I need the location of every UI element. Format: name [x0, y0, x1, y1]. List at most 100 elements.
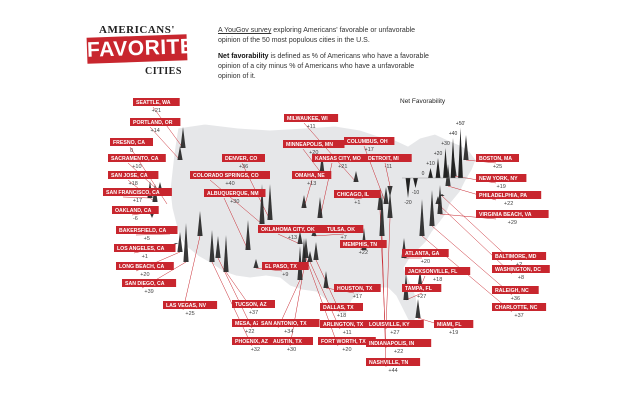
city-name-fort-worth-tx: FORT WORTH, TX — [321, 339, 366, 345]
leader-arlington-tx — [309, 261, 341, 330]
city-name-seattle-wa: SEATTLE, WA — [136, 100, 171, 106]
city-name-las-vegas-nv: LAS VEGAS, NV — [166, 303, 207, 309]
legend-label-4: +20 — [434, 151, 443, 157]
label-box-los-angeles-ca — [114, 244, 176, 252]
label-box-minneapolis-mn — [283, 140, 345, 148]
label-box-oakland-ca — [112, 206, 159, 214]
legend-label-6: +40 — [449, 131, 458, 137]
city-value-nashville-tn: +44 — [388, 368, 397, 374]
label-box-miami-fl — [434, 320, 474, 328]
city-name-colorado-springs-co: COLORADO SPRINGS, CO — [193, 173, 259, 179]
leader-portland-or — [149, 126, 181, 161]
spike-dallas-tx — [313, 242, 319, 260]
city-name-minneapolis-mn: MINNEAPOLIS, MN — [286, 142, 333, 148]
label-box-detroit-mi — [365, 154, 412, 162]
city-value-colorado-springs-co: +40 — [225, 181, 234, 187]
label-box-boston-ma — [476, 154, 519, 162]
legend-title: Net Favorability — [400, 98, 446, 105]
city-name-raleigh-nc: RALEIGH, NC — [495, 288, 529, 294]
city-name-tampa-fl: TAMPA, FL — [405, 286, 433, 292]
legend-label-3: +10 — [426, 161, 435, 167]
survey-description: A YouGov survey exploring Americans' fav… — [218, 26, 433, 46]
leader-tulsa-ok — [313, 233, 345, 237]
city-value-las-vegas-nv: +25 — [185, 311, 194, 317]
city-name-tulsa-ok: TULSA, OK — [327, 227, 355, 233]
spike-miami-fl — [415, 299, 421, 318]
spike-philadelphia-pa — [445, 164, 451, 186]
leader-tampa-fl — [405, 292, 423, 301]
label-box-fort-worth-tx — [318, 337, 376, 345]
label-box-indianapolis-in — [366, 339, 432, 347]
spike-el-paso-tx — [253, 259, 259, 268]
leader-raleigh-nc — [431, 225, 513, 296]
label-box-kansas-city-mo — [312, 154, 374, 162]
city-name-houston-tx: HOUSTON, TX — [337, 286, 373, 292]
legend-spike-6 — [450, 138, 456, 178]
city-name-san-diego-ca: SAN DIEGO, CA — [125, 281, 165, 287]
city-value-bakersfield-ca: +5 — [144, 236, 150, 242]
leader-fort-worth-tx — [305, 257, 339, 347]
city-value-san-francisco-ca: +17 — [133, 198, 142, 204]
label-box-fresno-ca — [110, 138, 153, 146]
spike-charlotte-nc — [419, 199, 425, 236]
city-value-miami-fl: +19 — [449, 330, 458, 336]
legend-label-1: -10 — [412, 190, 419, 196]
spike-tucson-az — [223, 235, 229, 272]
leader-seattle-wa — [152, 106, 184, 149]
label-box-colorado-springs-co — [190, 171, 270, 179]
city-value-san-jose-ca: +18 — [129, 181, 138, 187]
city-name-indianapolis-in: INDIANAPOLIS, IN — [369, 341, 415, 347]
leader-louisville-ky — [385, 217, 391, 330]
city-name-kansas-city-mo: KANSAS CITY, MO — [315, 156, 361, 162]
legend-spike-3 — [428, 168, 433, 178]
label-box-virginia-beach-va — [476, 210, 549, 218]
spike-los-angeles-ca — [173, 243, 179, 244]
label-box-philadelphia-pa — [476, 191, 542, 199]
spike-boston-ma — [463, 135, 469, 160]
spike-baltimore-md — [439, 194, 445, 196]
city-name-charlotte-nc: CHARLOTTE, NC — [495, 305, 538, 311]
city-name-mesa-az: MESA, AZ — [235, 321, 260, 327]
label-box-phoenix-az — [232, 337, 279, 345]
spike-virginia-beach-va — [437, 185, 443, 214]
net-favorability-definition: Net favorability is defined as % of Amer… — [218, 52, 433, 82]
spike-albuquerque-nm — [245, 220, 251, 250]
label-box-el-paso-tx — [262, 262, 309, 270]
label-box-omaha-ne — [292, 171, 332, 179]
legend-label-0: -20 — [404, 200, 411, 206]
legend-spike-1 — [413, 178, 418, 188]
city-value-atlanta-ga: +20 — [421, 259, 430, 265]
city-name-omaha-ne: OMAHA, NE — [295, 173, 325, 179]
label-box-atlanta-ga — [402, 249, 449, 257]
spike-austin-tx — [301, 238, 307, 268]
label-box-washington-dc — [492, 265, 550, 273]
spike-fort-worth-tx — [303, 238, 309, 258]
legend-spike-7 — [458, 128, 463, 178]
spike-milwaukee-wi — [353, 171, 359, 182]
city-value-jacksonville-fl: +18 — [433, 277, 442, 283]
city-name-san-francisco-ca: SAN FRANCISCO, CA — [106, 190, 160, 196]
label-box-raleigh-nc — [492, 286, 539, 294]
survey-link[interactable]: A YouGov survey — [218, 27, 272, 34]
label-box-seattle-wa — [133, 98, 180, 106]
city-value-chicago-il: +1 — [354, 200, 360, 206]
spike-las-vegas-nv — [197, 211, 203, 236]
city-name-detroit-mi: DETROIT, MI — [368, 156, 399, 162]
label-box-bakersfield-ca — [116, 226, 178, 234]
title-line-3: CITIES — [145, 66, 182, 77]
label-box-nashville-tn — [366, 358, 421, 366]
label-box-charlotte-nc — [492, 303, 547, 311]
city-name-portland-or: PORTLAND, OR — [133, 120, 173, 126]
leader-oklahoma-city-ok — [277, 233, 301, 245]
label-box-new-york-ny — [476, 174, 527, 182]
label-box-louisville-ky — [366, 320, 424, 328]
title-block: AMERICANS' FAVORITE CITIES — [85, 20, 195, 84]
label-box-austin-tx — [270, 337, 313, 345]
label-box-tulsa-ok — [324, 225, 364, 233]
net-favorability-text: is defined as % of Americans who have a … — [218, 53, 429, 80]
city-value-tulsa-ok: +7 — [341, 235, 347, 241]
city-name-san-antonio-tx: SAN ANTONIO, TX — [261, 321, 307, 327]
city-name-austin-tx: AUSTIN, TX — [273, 339, 302, 345]
city-value-los-angeles-ca: +1 — [142, 254, 148, 260]
